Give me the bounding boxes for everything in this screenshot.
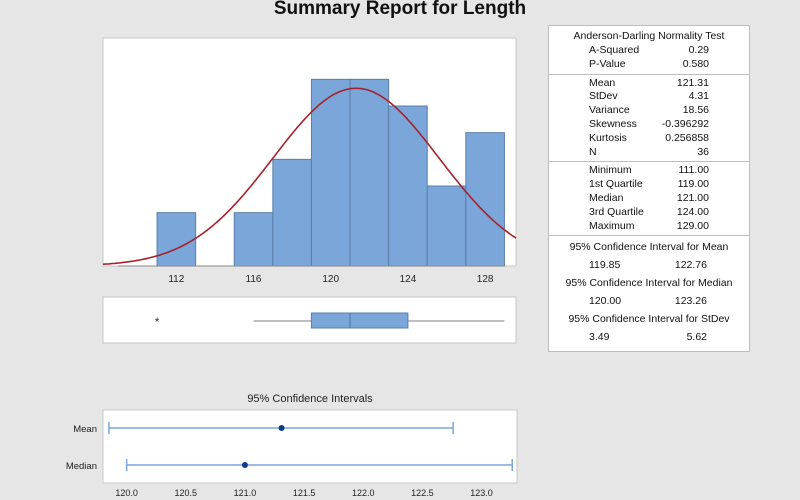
ci-header: 95% Confidence Interval for Median [565,277,733,290]
x-tick-label: 116 [246,274,262,285]
x-tick-label: 112 [168,274,184,285]
stat-value: 18.56 [682,104,709,117]
stat-value: 4.31 [688,90,709,103]
stat-label: Skewness [589,117,637,130]
moments-section: Mean 121.31 StDev 4.31 Variance 18.56 Skewness… [549,75,749,163]
stat-label: 1st Quartile [589,178,643,191]
stat-row: Variance 18.56 [549,104,749,118]
stat-label: Kurtosis [589,131,627,144]
stat-label: A-Squared [589,44,640,56]
ci-low: 3.49 [589,331,610,344]
histogram-bar [349,78,390,267]
stat-row: Maximum 129.00 [549,220,749,234]
ci-category-label: Mean [73,424,97,435]
stat-row: P-Value 0.580 [549,58,749,72]
histogram-bar [388,105,428,267]
ci-x-tick-label: 120.0 [115,488,138,498]
stat-row: A-Squared 0.29 [549,44,749,58]
ci-x-tick-label: 122.5 [411,488,434,498]
stat-value: 36 [697,145,709,158]
x-tick-label: 120 [322,274,339,285]
histogram-bar [156,212,197,267]
box [310,312,409,329]
boxplot-panel [102,296,517,344]
stat-label: Mean [589,76,616,89]
stat-value: 129.00 [676,219,709,232]
stat-row: N 36 [549,146,749,160]
summary-stats-table: Anderson-Darling Normality Test A-Square… [548,25,750,352]
ci-high: 122.76 [674,259,707,272]
stat-row: Minimum 111.00 [549,164,749,178]
stat-value: 121.31 [676,76,709,89]
ci-header: 95% Confidence Interval for StDev [568,313,730,326]
stat-label: Minimum [589,164,632,177]
stat-label: StDev [589,90,618,103]
x-tick-label: 128 [477,274,494,285]
ci-x-tick-label: 123.0 [470,488,493,498]
x-tick-label: 124 [400,274,417,285]
stat-label: Median [589,191,624,204]
ci-panel [102,409,518,484]
confidence-intervals-section: 95% Confidence Interval for Mean 119.85 12… [549,236,749,348]
ci-x-tick-label: 121.5 [293,488,316,498]
histogram-bar [272,158,312,267]
ci-high: 5.62 [686,331,707,344]
ci-header: 95% Confidence Interval for Mean [569,241,729,254]
ci-values: 120.00 123.26 [549,292,749,310]
ci-x-tick-label: 122.0 [352,488,375,498]
stat-row: 3rd Quartile 124.00 [549,206,749,220]
histogram-bar [310,78,351,267]
histogram-bar [426,185,467,267]
stat-row: Skewness -0.396292 [549,118,749,132]
stat-value: 119.00 [677,178,709,191]
normality-test-header: Anderson-Darling Normality Test [573,30,725,42]
stat-value: -0.396292 [661,117,709,130]
ci-x-tick-label: 121.0 [234,488,257,498]
stat-row: Kurtosis 0.256858 [549,132,749,146]
ci-chart-title: 95% Confidence Intervals [247,393,373,405]
stat-value: 124.00 [676,205,709,218]
ci-estimate-point [278,425,285,431]
quartiles-section: Minimum 111.00 1st Quartile 119.00 Median 121… [549,162,749,237]
report-title: Summary Report for Length [273,0,527,19]
ci-values: 119.85 122.76 [549,256,749,274]
stat-value: 121.00 [676,191,709,204]
normality-test-section: Anderson-Darling Normality Test A-Square… [549,26,749,75]
ci-estimate-point [241,462,248,468]
stat-row: StDev 4.31 [549,90,749,104]
ci-low: 119.85 [589,259,621,272]
normal-fit-curve [102,87,517,266]
ci-high: 123.26 [674,295,707,308]
stat-label: N [589,145,597,158]
outlier-marker: * [155,315,160,329]
stat-value: 111.00 [678,164,709,177]
stat-row: 1st Quartile 119.00 [549,178,749,192]
stat-value: 0.256858 [665,131,709,144]
stat-row: Mean 121.31 [549,77,749,91]
stat-value: 0.29 [688,44,709,56]
stat-label: Variance [589,104,630,117]
ci-category-label: Median [66,461,97,472]
ci-x-tick-label: 120.5 [175,488,198,498]
ci-values: 3.49 5.62 [549,328,749,346]
stat-value: 0.580 [682,57,709,70]
stat-row: Median 121.00 [549,192,749,206]
stat-label: Maximum [589,219,635,232]
histogram-bar [233,212,274,267]
stat-label: P-Value [589,57,626,70]
ci-low: 120.00 [589,295,622,308]
stat-label: 3rd Quartile [589,205,644,218]
